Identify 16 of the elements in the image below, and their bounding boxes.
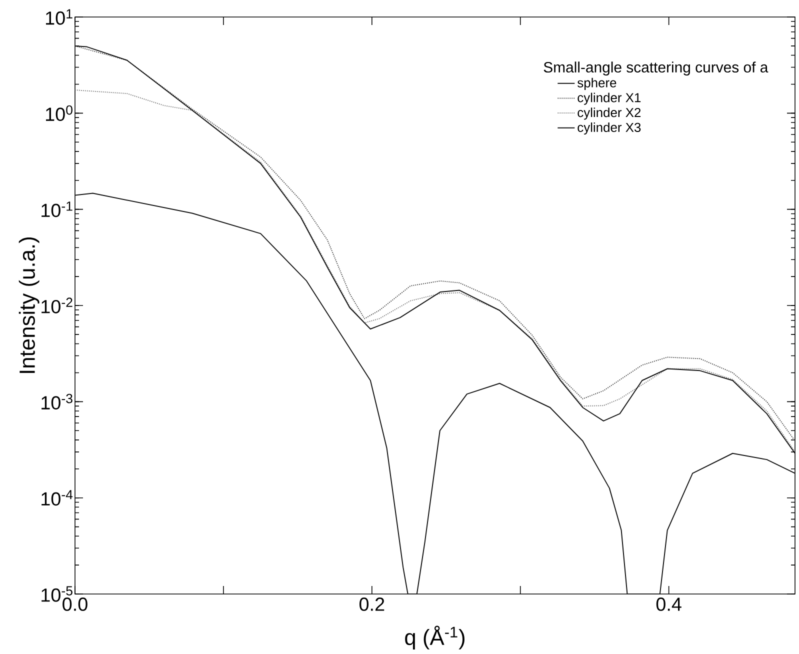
- y-tick-label: 10$^{0}$: [46, 105, 72, 122]
- y-tick-label: 10$^{-2}$: [42, 298, 72, 314]
- legend-label: cylinder X2: [578, 108, 641, 120]
- y-axis-title: Intensity (u.a.): [18, 237, 40, 373]
- x-tick-label: 0.2: [359, 598, 384, 611]
- y-tick-label: 10$^{-1}$: [42, 202, 72, 218]
- x-axis-title: q (Å$^{-1}$): [405, 626, 464, 650]
- y-tick-label: 10$^{-3}$: [42, 394, 72, 410]
- y-tick-label: 10$^{-4}$: [42, 490, 73, 506]
- x-tick-label: 0.4: [656, 598, 682, 611]
- legend-label: cylinder X3: [578, 122, 641, 135]
- legend-title: Small-angle scattering curves of a: [544, 62, 768, 76]
- y-tick-label: 10$^{1}$: [46, 9, 72, 25]
- legend-label: sphere: [578, 78, 616, 90]
- legend-label: cylinder X1: [578, 92, 641, 105]
- line-series: [75, 192, 796, 594]
